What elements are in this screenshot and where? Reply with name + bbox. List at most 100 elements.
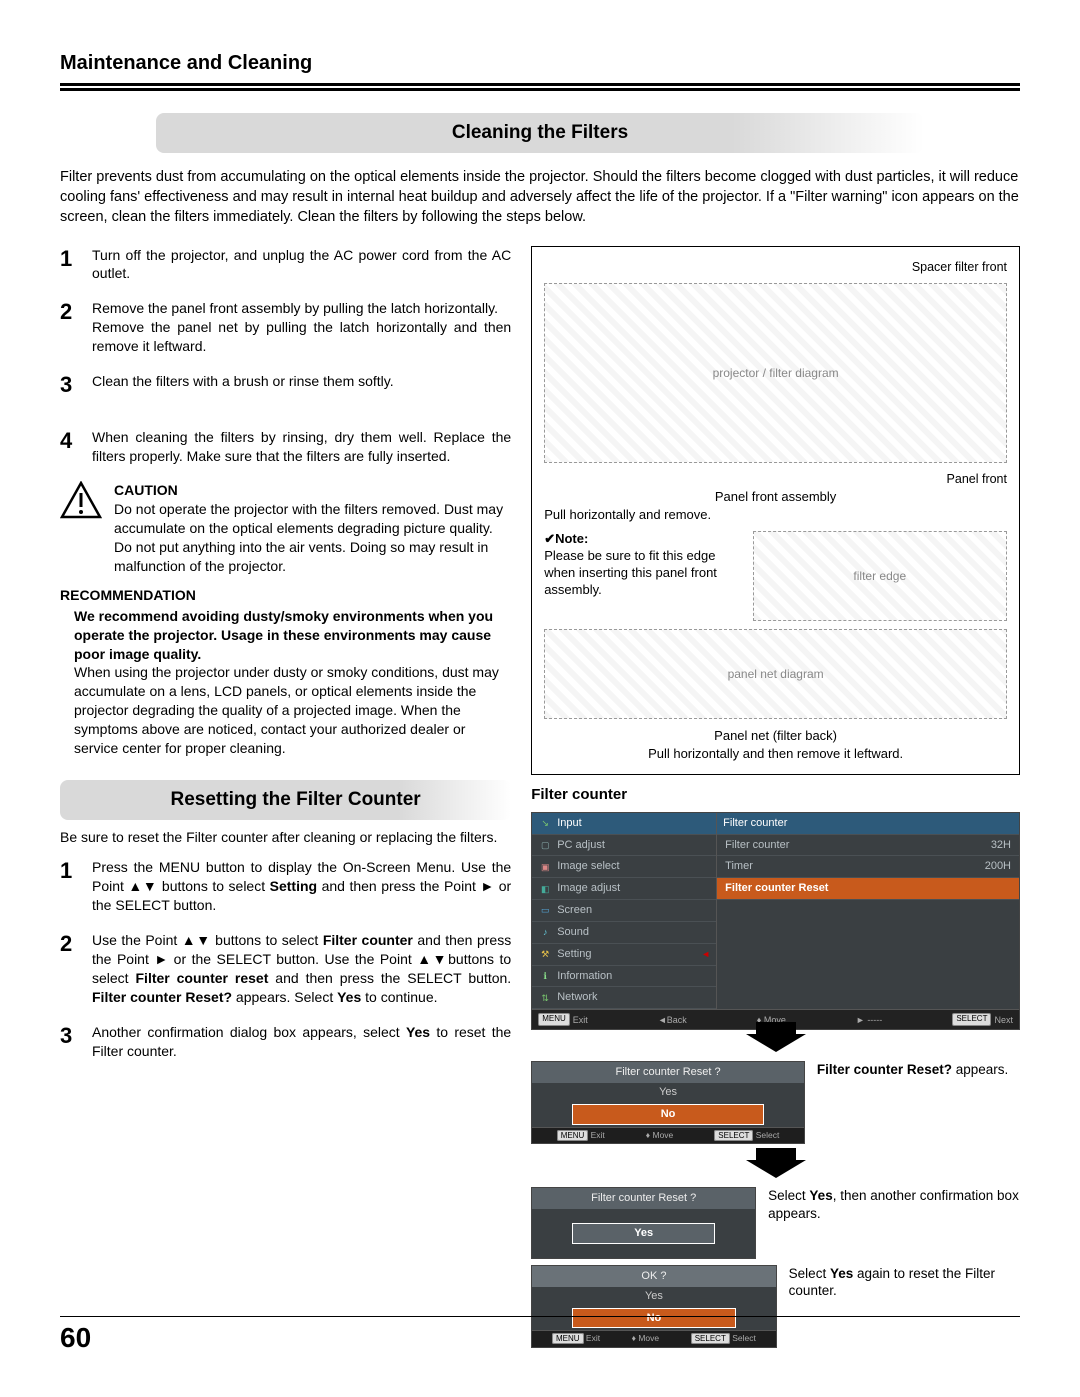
dialog-reset-2: Filter counter Reset ? Yes — [531, 1187, 756, 1259]
diagram-placeholder-icon: panel net diagram — [544, 629, 1007, 719]
cleaning-intro: Filter prevents dust from accumulating o… — [60, 167, 1020, 228]
osd-menu-item-image-select[interactable]: ▣ Image select — [532, 856, 716, 878]
step-text: When cleaning the filters by rinsing, dr… — [92, 428, 511, 466]
reset-step-2: 2 Use the Point ▲▼ buttons to select Fil… — [60, 931, 511, 1007]
step-number: 2 — [60, 297, 92, 327]
step-text: Use the Point ▲▼ buttons to select Filte… — [92, 931, 511, 1007]
label-panel-front: Panel front — [947, 471, 1007, 488]
dialog-option-no[interactable]: No — [572, 1104, 764, 1125]
osd-menu-icon: ▭ — [538, 904, 552, 918]
osd-menu-item-image-adjust[interactable]: ◧ Image adjust — [532, 878, 716, 900]
osd-menu-label: Input — [557, 816, 581, 831]
diagram-placeholder-icon: filter edge — [753, 531, 1007, 621]
osd-menu-item-screen[interactable]: ▭ Screen — [532, 900, 716, 922]
osd-menu-icon: ℹ — [538, 969, 552, 983]
step-number: 3 — [60, 370, 92, 400]
dialog-title: OK ? — [532, 1266, 775, 1287]
osd-menu-icon: ◧ — [538, 882, 552, 896]
osd-menu-icon: ♪ — [538, 925, 552, 939]
osd-menu-item-sound[interactable]: ♪ Sound — [532, 922, 716, 944]
osd-setting-label: Filter counter — [725, 838, 789, 853]
osd-menu-icon: ▣ — [538, 860, 552, 874]
step-number: 3 — [60, 1021, 92, 1051]
caution-title: CAUTION — [114, 481, 511, 500]
recommendation-bold: We recommend avoiding dusty/smoky enviro… — [60, 607, 511, 664]
osd-menu-icon: ⚒ — [538, 947, 552, 961]
reset-intro: Be sure to reset the Filter counter afte… — [60, 828, 511, 847]
step-text: Turn off the projector, and unplug the A… — [92, 246, 511, 284]
step-2: 2 Remove the panel front assembly by pul… — [60, 299, 511, 356]
dialog-option-no[interactable]: No — [572, 1308, 735, 1329]
step-number: 2 — [60, 929, 92, 959]
osd-right-panel: Filter counter Filter counter32H Timer 200… — [717, 813, 1019, 1010]
osd-menu-item-input[interactable]: ↘ Input — [532, 813, 716, 835]
section-heading-reset: Resetting the Filter Counter — [60, 780, 511, 820]
osd-menu-item-network[interactable]: ⇅ Network — [532, 987, 716, 1009]
osd-menu-label: Image adjust — [557, 881, 620, 896]
osd-menu-item-setting[interactable]: ⚒ Setting — [532, 944, 716, 966]
osd-setting-row[interactable]: Filter counter Reset — [717, 878, 1019, 900]
note-label: ✔Note: — [544, 531, 588, 546]
osd-setting-value: 200H — [985, 859, 1011, 874]
step-1: 1 Turn off the projector, and unplug the… — [60, 246, 511, 284]
caution-block: CAUTION Do not operate the projector wit… — [60, 481, 511, 575]
dialog-footer: MENU Exit ♦ Move SELECT Select — [532, 1127, 804, 1144]
osd-menu-label: PC adjust — [557, 838, 605, 853]
osd-right-header: Filter counter — [717, 813, 1019, 835]
step-number: 1 — [60, 244, 92, 274]
osd-setting-row[interactable]: Timer 200H — [717, 856, 1019, 878]
label-spacer-filter: Spacer filter front — [912, 259, 1007, 276]
osd-menu-item-pc-adjust[interactable]: ▢ PC adjust — [532, 835, 716, 857]
osd-menu-icon: ⇅ — [538, 991, 552, 1005]
osd-menu-label: Sound — [557, 925, 589, 940]
label-panel-assembly: Panel front assembly — [544, 488, 1007, 506]
step-text: Clean the filters with a brush or rinse … — [92, 372, 511, 391]
step-text: Remove the panel front assembly by pulli… — [92, 299, 511, 356]
header-divider — [60, 88, 1020, 91]
osd-menu-icon: ↘ — [538, 816, 552, 830]
osd-setting-row[interactable]: Filter counter32H — [717, 835, 1019, 857]
filter-counter-heading: Filter counter — [531, 785, 1020, 805]
osd-setting-label: Timer — [725, 859, 753, 874]
step-number: 4 — [60, 426, 92, 456]
label-panel-net: Panel net (filter back) — [544, 727, 1007, 745]
reset-step-1: 1 Press the MENU button to display the O… — [60, 858, 511, 915]
section-heading-cleaning: Cleaning the Filters — [156, 113, 924, 153]
step-text: Press the MENU button to display the On-… — [92, 858, 511, 915]
label-pull-instruction-1: Pull horizontally and remove. — [544, 506, 1007, 524]
osd-menu-label: Screen — [557, 903, 592, 918]
dialog-option-yes[interactable]: Yes — [532, 1083, 804, 1102]
reset-step-3: 3 Another confirmation dialog box appear… — [60, 1023, 511, 1061]
dialog-ok: OK ? Yes No MENU Exit ♦ Move SELECT Sele… — [531, 1265, 776, 1348]
dialog-option-yes[interactable]: Yes — [572, 1223, 715, 1244]
arrow-down-icon — [746, 1022, 806, 1052]
dialog-side-note-2: Select Yes, then another confirmation bo… — [768, 1187, 1020, 1222]
osd-menu-label: Image select — [557, 859, 619, 874]
dialog-title: Filter counter Reset ? — [532, 1188, 755, 1209]
step-3: 3 Clean the filters with a brush or rins… — [60, 372, 511, 400]
arrow-down-icon — [746, 1148, 806, 1178]
osd-menu-label: Network — [557, 990, 597, 1005]
label-pull-instruction-2: Pull horizontally and then remove it lef… — [544, 745, 1007, 763]
page-header: Maintenance and Cleaning — [60, 50, 1020, 86]
diagram-placeholder-icon: projector / filter diagram — [544, 283, 1007, 463]
osd-setting-label: Filter counter Reset — [725, 881, 828, 896]
caution-text: Do not operate the projector with the fi… — [114, 500, 511, 576]
osd-left-panel: ↘ Input ▢ PC adjust ▣ Image select ◧ Image adju… — [532, 813, 717, 1010]
osd-menu-item-information[interactable]: ℹ Information — [532, 966, 716, 988]
osd-menu-icon: ▢ — [538, 838, 552, 852]
dialog-footer: MENU Exit ♦ Move SELECT Select — [532, 1330, 775, 1347]
osd-menu: ↘ Input ▢ PC adjust ▣ Image select ◧ Image adju… — [531, 812, 1020, 1030]
diagram-panel-front: Spacer filter front projector / filter d… — [531, 246, 1020, 776]
step-4: 4 When cleaning the filters by rinsing, … — [60, 428, 511, 466]
note-text: Please be sure to fit this edge when ins… — [544, 548, 717, 597]
osd-menu-label: Information — [557, 969, 612, 984]
dialog-side-note-3: Select Yes again to reset the Filter cou… — [789, 1265, 1020, 1300]
recommendation-text: When using the projector under dusty or … — [60, 663, 511, 757]
dialog-side-note-1: Filter counter Reset? appears. — [817, 1061, 1008, 1079]
step-text: Another confirmation dialog box appears,… — [92, 1023, 511, 1061]
dialog-option-yes[interactable]: Yes — [532, 1287, 775, 1306]
osd-menu-label: Setting — [557, 947, 591, 962]
footer-divider — [60, 1316, 1020, 1317]
dialog-reset-1: Filter counter Reset ? Yes No MENU Exit … — [531, 1061, 805, 1144]
